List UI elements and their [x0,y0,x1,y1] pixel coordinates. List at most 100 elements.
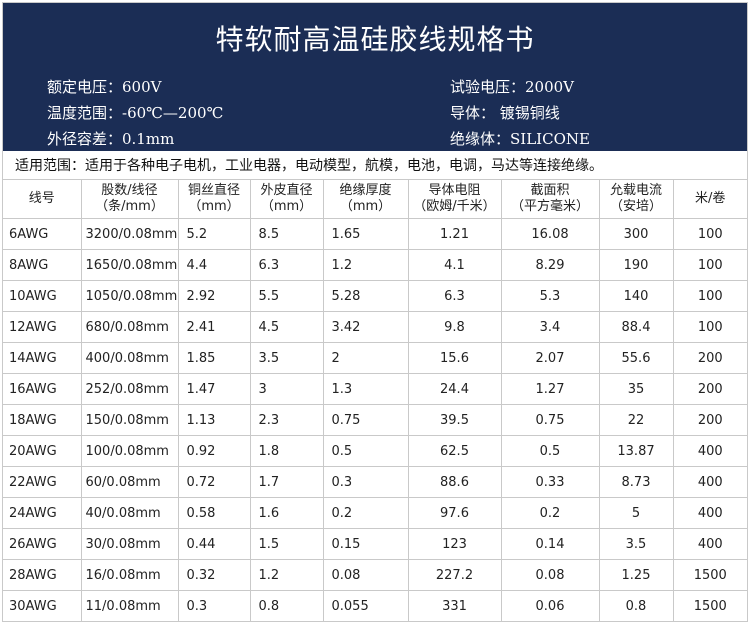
outer-diameter-cell: 8.5 [249,218,324,250]
awg-cell: 18AWG [3,404,82,436]
current-cell: 35 [598,373,674,405]
meters-per-roll-cell: 400 [672,466,747,498]
cross-section-cell: 1.27 [500,373,600,405]
insulation-thickness-cell: 1.2 [322,249,409,281]
outer-diameter-cell: 3.5 [249,342,324,374]
current-cell: 88.4 [598,311,674,343]
cross-section-cell: 8.29 [500,249,600,281]
column-header-unit: （mm） [339,199,392,214]
table-row: 30AWG 11/0.08mm 0.3 0.8 0.055 331 0.06 0.8 1500 [3,590,747,622]
column-header-label: 外皮直径 [260,183,313,198]
outer-diameter-cell: 0.8 [249,590,324,622]
spec-row: 额定电压：600V 试验电压：2000V [47,73,747,99]
table-row: 8AWG 1650/0.08mm 4.4 6.3 1.2 4.1 8.29 190 100 [3,249,747,281]
outer-diameter-cell: 1.2 [249,559,324,591]
meters-per-roll-cell: 400 [672,497,747,529]
strand-cell: 1050/0.08mm [80,280,179,312]
strand-cell: 16/0.08mm [80,559,179,591]
cross-section-cell: 0.33 [500,466,600,498]
insulation-thickness-cell: 0.055 [322,590,409,622]
copper-diameter-cell: 5.2 [177,218,251,250]
resistance-cell: 331 [407,590,502,622]
meters-per-roll-cell: 200 [672,373,747,405]
table-row: 12AWG 680/0.08mm 2.41 4.5 3.42 9.8 3.4 88.4 100 [3,311,747,343]
cross-section-cell: 0.08 [500,559,600,591]
awg-cell: 30AWG [3,590,82,622]
table-row: 18AWG 150/0.08mm 1.13 2.3 0.75 39.5 0.75 22 200 [3,404,747,436]
meters-per-roll-cell: 400 [672,435,747,467]
od-tolerance: 外径容差：0.1mm [47,129,175,148]
copper-diameter-cell: 0.72 [177,466,251,498]
current-cell: 300 [598,218,674,250]
meters-per-roll-cell: 100 [672,311,747,343]
current-cell: 190 [598,249,674,281]
column-header: 线号 [3,180,82,219]
table-row: 16AWG 252/0.08mm 1.47 3 1.3 24.4 1.27 35 200 [3,373,747,405]
awg-cell: 6AWG [3,218,82,250]
column-header-unit: （欧姆/千米） [413,199,496,214]
insulation-thickness-cell: 2 [322,342,409,374]
table-row: 22AWG 60/0.08mm 0.72 1.7 0.3 88.6 0.33 8.73 400 [3,466,747,498]
outer-diameter-cell: 6.3 [249,249,324,281]
conductor: 导体： 镀锡铜线 [450,103,560,122]
current-cell: 5 [598,497,674,529]
current-cell: 3.5 [598,528,674,560]
copper-diameter-cell: 4.4 [177,249,251,281]
column-header-label: 股数/线径 [101,183,158,198]
awg-cell: 14AWG [3,342,82,374]
outer-diameter-cell: 5.5 [249,280,324,312]
current-cell: 8.73 [598,466,674,498]
table-row: 28AWG 16/0.08mm 0.32 1.2 0.08 227.2 0.08 1.25 15… [3,559,747,591]
insulation: 绝缘体：SILICONE [450,129,590,148]
insulation-thickness-cell: 3.42 [322,311,409,343]
spec-row: 温度范围：-60℃—200℃ 导体： 镀锡铜线 [47,99,747,125]
spec-table: 线号 股数/线径 （条/mm） 铜丝直径 （mm） 外皮直径 （mm） 绝缘厚度 （mm） 导体电… [3,180,747,622]
cross-section-cell: 5.3 [500,280,600,312]
strand-cell: 400/0.08mm [80,342,179,374]
resistance-cell: 97.6 [407,497,502,529]
spec-block: 额定电压：600V 试验电压：2000V 温度范围：-60℃—200℃ 导体： … [3,73,747,151]
strand-cell: 252/0.08mm [80,373,179,405]
copper-diameter-cell: 1.13 [177,404,251,436]
column-header: 米/卷 [672,180,747,219]
outer-diameter-cell: 1.5 [249,528,324,560]
copper-diameter-cell: 0.3 [177,590,251,622]
resistance-cell: 62.5 [407,435,502,467]
column-header-label: 导体电阻 [428,183,481,198]
awg-cell: 24AWG [3,497,82,529]
strand-cell: 3200/0.08mm [80,218,179,250]
cross-section-cell: 0.14 [500,528,600,560]
copper-diameter-cell: 0.32 [177,559,251,591]
column-header: 导体电阻 （欧姆/千米） [407,180,502,219]
meters-per-roll-cell: 100 [672,280,747,312]
column-header: 绝缘厚度 （mm） [322,180,409,219]
resistance-cell: 227.2 [407,559,502,591]
meters-per-roll-cell: 200 [672,404,747,436]
copper-diameter-cell: 1.85 [177,342,251,374]
column-header: 股数/线径 （条/mm） [80,180,179,219]
outer-diameter-cell: 1.6 [249,497,324,529]
resistance-cell: 123 [407,528,502,560]
test-voltage: 试验电压：2000V [450,77,575,96]
outer-diameter-cell: 4.5 [249,311,324,343]
table-row: 10AWG 1050/0.08mm 2.92 5.5 5.28 6.3 5.3 140 100 [3,280,747,312]
title-bar: 特软耐高温硅胶线规格书 [3,3,747,73]
meters-per-roll-cell: 100 [672,218,747,250]
copper-diameter-cell: 0.92 [177,435,251,467]
awg-cell: 10AWG [3,280,82,312]
column-header: 铜丝直径 （mm） [177,180,251,219]
table-row: 20AWG 100/0.08mm 0.92 1.8 0.5 62.5 0.5 13.87 400 [3,435,747,467]
copper-diameter-cell: 1.47 [177,373,251,405]
rated-voltage: 额定电压：600V [47,77,162,96]
copper-diameter-cell: 2.92 [177,280,251,312]
awg-cell: 12AWG [3,311,82,343]
current-cell: 13.87 [598,435,674,467]
cross-section-cell: 0.75 [500,404,600,436]
strand-cell: 60/0.08mm [80,466,179,498]
strand-cell: 40/0.08mm [80,497,179,529]
meters-per-roll-cell: 1500 [672,590,747,622]
resistance-cell: 1.21 [407,218,502,250]
meters-per-roll-cell: 100 [672,249,747,281]
table-row: 24AWG 40/0.08mm 0.58 1.6 0.2 97.6 0.2 5 400 [3,497,747,529]
column-header-unit: （mm） [188,199,240,214]
